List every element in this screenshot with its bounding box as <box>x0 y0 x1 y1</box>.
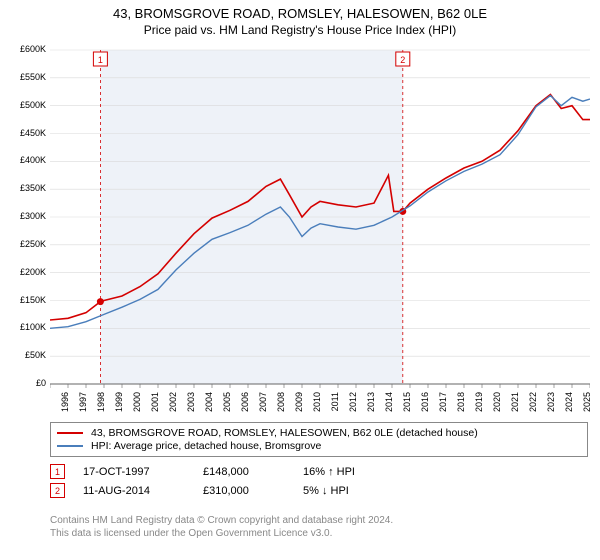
svg-text:2024: 2024 <box>564 392 574 412</box>
y-tick-label: £450K <box>2 128 46 138</box>
svg-text:2007: 2007 <box>258 392 268 412</box>
y-tick-label: £250K <box>2 239 46 249</box>
svg-text:2008: 2008 <box>276 392 286 412</box>
title-block: 43, BROMSGROVE ROAD, ROMSLEY, HALESOWEN,… <box>0 0 600 37</box>
svg-text:2006: 2006 <box>240 392 250 412</box>
page-subtitle: Price paid vs. HM Land Registry's House … <box>0 23 600 37</box>
legend-swatch-icon <box>57 432 83 434</box>
page-title: 43, BROMSGROVE ROAD, ROMSLEY, HALESOWEN,… <box>0 6 600 21</box>
legend-swatch-icon <box>57 445 83 447</box>
event-price: £310,000 <box>203 485 303 497</box>
y-tick-label: £150K <box>2 295 46 305</box>
event-row: 2 11-AUG-2014 £310,000 5% ↓ HPI <box>50 483 588 498</box>
svg-text:2013: 2013 <box>366 392 376 412</box>
event-marker-icon: 1 <box>50 464 65 479</box>
svg-text:2010: 2010 <box>312 392 322 412</box>
svg-text:2009: 2009 <box>294 392 304 412</box>
y-tick-label: £0 <box>2 378 46 388</box>
svg-text:2020: 2020 <box>492 392 502 412</box>
svg-text:2016: 2016 <box>420 392 430 412</box>
svg-text:2003: 2003 <box>186 392 196 412</box>
legend-label: 43, BROMSGROVE ROAD, ROMSLEY, HALESOWEN,… <box>91 427 478 439</box>
svg-text:2025: 2025 <box>582 392 590 412</box>
legend-item: HPI: Average price, detached house, Brom… <box>57 440 581 452</box>
y-tick-label: £600K <box>2 44 46 54</box>
svg-text:2000: 2000 <box>132 392 142 412</box>
svg-text:2012: 2012 <box>348 392 358 412</box>
svg-text:1997: 1997 <box>78 392 88 412</box>
svg-text:2: 2 <box>400 55 405 65</box>
svg-text:2015: 2015 <box>402 392 412 412</box>
svg-text:1996: 1996 <box>60 392 70 412</box>
svg-text:1995: 1995 <box>50 392 52 412</box>
event-marker-number: 2 <box>55 486 60 496</box>
footer-line: Contains HM Land Registry data © Crown c… <box>50 514 588 527</box>
svg-text:2005: 2005 <box>222 392 232 412</box>
svg-text:2001: 2001 <box>150 392 160 412</box>
event-marker-number: 1 <box>55 467 60 477</box>
event-marker-icon: 2 <box>50 483 65 498</box>
svg-text:2011: 2011 <box>330 392 340 411</box>
svg-text:2017: 2017 <box>438 392 448 412</box>
y-tick-label: £550K <box>2 72 46 82</box>
legend: 43, BROMSGROVE ROAD, ROMSLEY, HALESOWEN,… <box>50 422 588 457</box>
event-delta: 16% ↑ HPI <box>303 466 423 478</box>
legend-item: 43, BROMSGROVE ROAD, ROMSLEY, HALESOWEN,… <box>57 427 581 439</box>
y-tick-label: £50K <box>2 350 46 360</box>
footer-line: This data is licensed under the Open Gov… <box>50 527 588 540</box>
event-date: 17-OCT-1997 <box>83 466 203 478</box>
svg-text:2014: 2014 <box>384 392 394 412</box>
events-table: 1 17-OCT-1997 £148,000 16% ↑ HPI 2 11-AU… <box>50 460 588 502</box>
legend-label: HPI: Average price, detached house, Brom… <box>91 440 321 452</box>
event-delta: 5% ↓ HPI <box>303 485 423 497</box>
svg-text:2018: 2018 <box>456 392 466 412</box>
svg-text:1998: 1998 <box>96 392 106 412</box>
y-tick-label: £200K <box>2 267 46 277</box>
svg-text:2019: 2019 <box>474 392 484 412</box>
event-date: 11-AUG-2014 <box>83 485 203 497</box>
svg-text:2002: 2002 <box>168 392 178 412</box>
svg-text:2021: 2021 <box>510 392 520 412</box>
svg-text:2004: 2004 <box>204 392 214 412</box>
y-tick-label: £400K <box>2 155 46 165</box>
svg-text:2023: 2023 <box>546 392 556 412</box>
svg-text:2022: 2022 <box>528 392 538 412</box>
y-tick-label: £500K <box>2 100 46 110</box>
event-price: £148,000 <box>203 466 303 478</box>
event-row: 1 17-OCT-1997 £148,000 16% ↑ HPI <box>50 464 588 479</box>
chart-svg: 1995 1996 1997 1998 1999 2000 2001 2002 2003 2004… <box>50 44 590 414</box>
svg-text:1999: 1999 <box>114 392 124 412</box>
y-tick-label: £350K <box>2 183 46 193</box>
svg-text:1: 1 <box>98 55 103 65</box>
y-tick-label: £100K <box>2 322 46 332</box>
container: 43, BROMSGROVE ROAD, ROMSLEY, HALESOWEN,… <box>0 0 600 560</box>
footer: Contains HM Land Registry data © Crown c… <box>50 514 588 540</box>
price-chart: 1995 1996 1997 1998 1999 2000 2001 2002 2003 2004… <box>50 44 590 414</box>
y-tick-label: £300K <box>2 211 46 221</box>
